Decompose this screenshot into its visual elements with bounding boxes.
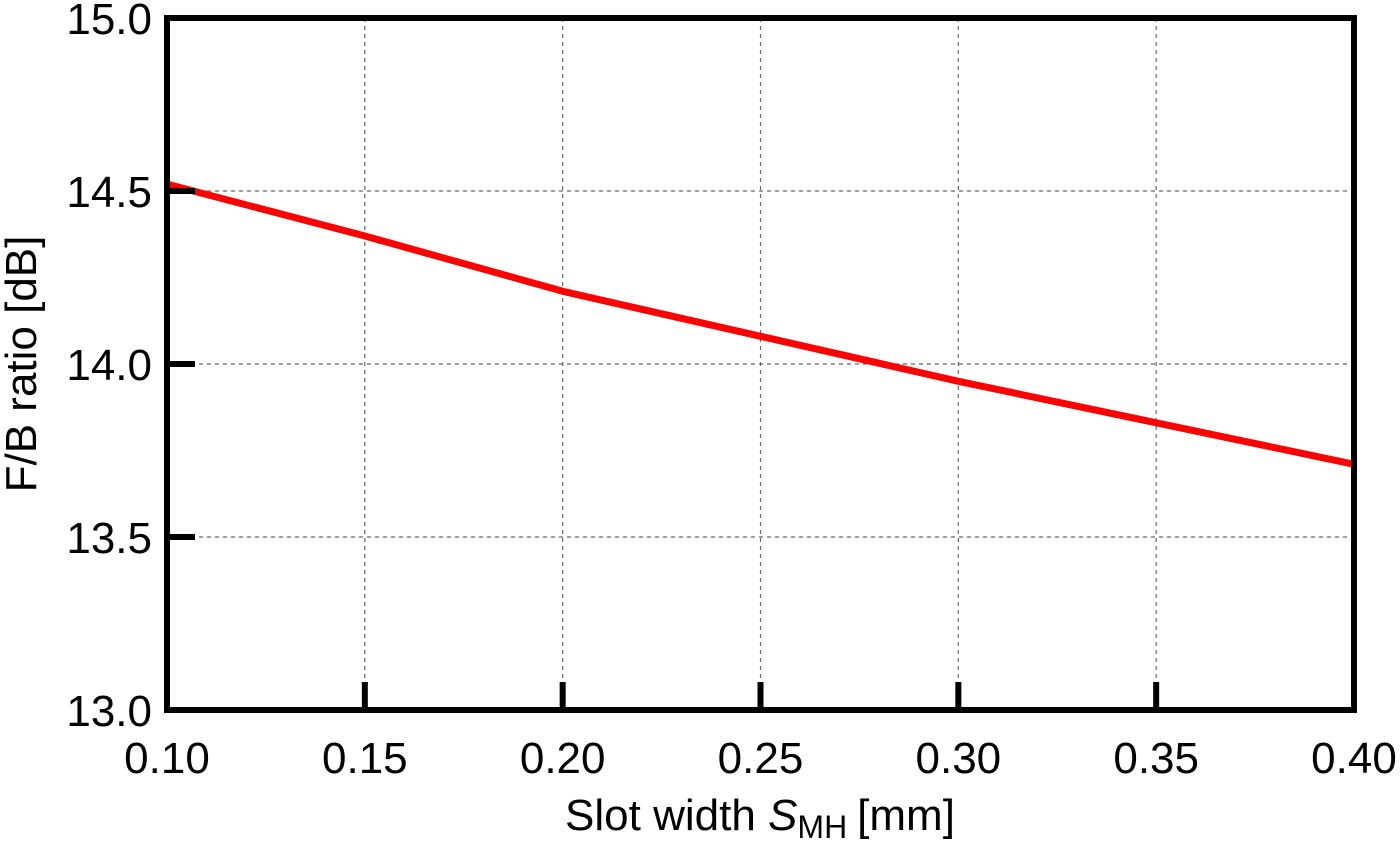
x-tick-label: 0.35 — [1113, 734, 1199, 783]
y-tick-label: 14.5 — [66, 168, 152, 217]
grid-lines — [167, 18, 1354, 710]
x-axis-variable-subscript: MH — [797, 809, 847, 842]
x-tick-label: 0.10 — [124, 734, 210, 783]
x-tick-label: 0.25 — [718, 734, 804, 783]
x-tick-labels: 0.10 0.15 0.20 0.25 0.30 0.35 0.40 — [124, 734, 1397, 783]
y-tick-label: 13.0 — [66, 687, 152, 736]
y-tick-label: 13.5 — [66, 514, 152, 563]
y-axis-title: F/B ratio [dB] — [0, 236, 46, 493]
x-axis-unit: [mm] — [857, 791, 955, 840]
series-line — [166, 180, 1355, 468]
series-layer — [166, 180, 1355, 468]
axis-ticks — [167, 188, 1160, 710]
x-tick-label: 0.40 — [1311, 734, 1397, 783]
x-axis-label-text: Slot width — [565, 791, 756, 840]
x-axis-title: Slot width SMH [mm] — [565, 791, 955, 842]
y-tick-labels: 13.0 13.5 14.0 14.5 15.0 — [66, 0, 152, 736]
x-axis-variable: S — [768, 791, 797, 840]
x-tick-label: 0.20 — [520, 734, 606, 783]
y-tick-label: 14.0 — [66, 341, 152, 390]
x-tick-label: 0.15 — [322, 734, 408, 783]
y-tick-label: 15.0 — [66, 0, 152, 44]
x-tick-label: 0.30 — [916, 734, 1002, 783]
